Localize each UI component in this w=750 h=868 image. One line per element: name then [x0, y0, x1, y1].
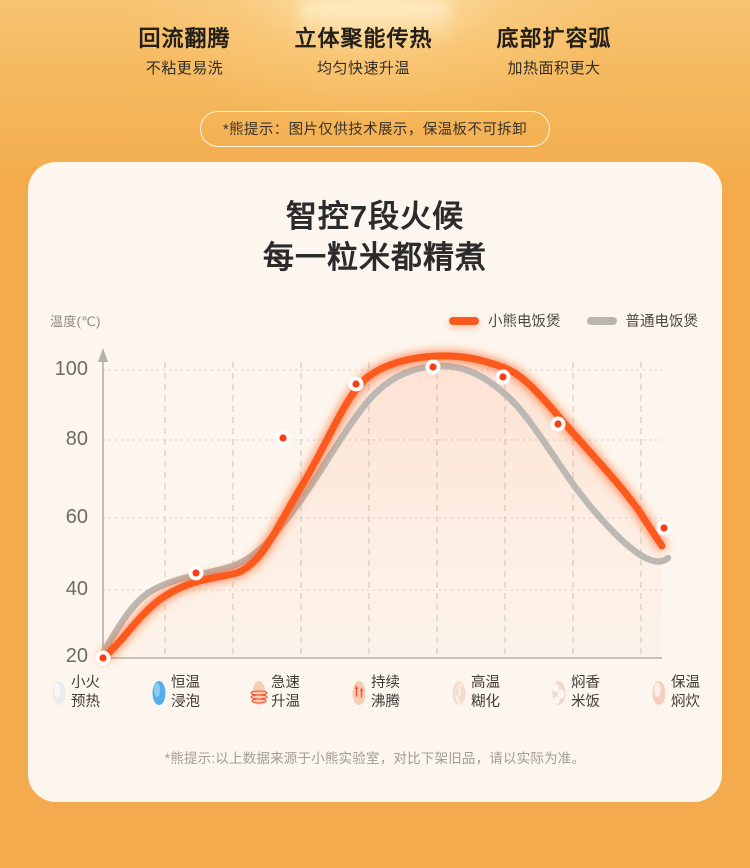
y-tick-80: 80 [65, 428, 88, 450]
stage-label-line1: 高温 [471, 675, 500, 691]
hero-banner: 回流翻腾 不粘更易洗 立体聚能传热 均匀快速升温 底部扩容弧 加热面积更大 *熊… [0, 0, 750, 170]
y-tick-20: 20 [65, 645, 88, 667]
temperature-chart: 温度(℃) 小熊电饭煲 普通电饭煲 100 80 60 40 20 [28, 162, 722, 802]
stage-item-4: 高温 糊化 [450, 674, 500, 712]
legend-label: 普通电饭煲 [625, 314, 699, 330]
data-point-marker [499, 373, 507, 381]
card-title-line1: 智控7段火候 [285, 199, 465, 234]
data-point-marker [660, 524, 668, 532]
stage-item-3: 持续 沸腾 [350, 674, 400, 712]
stage-label-line2: 浸泡 [171, 694, 200, 710]
feature-title: 回流翻腾 [138, 26, 231, 51]
y-axis-arrow-icon [98, 348, 108, 362]
stage-label-line2: 米饭 [571, 694, 600, 710]
rice-grain-steam-icon [552, 681, 566, 705]
data-point-marker [99, 654, 107, 662]
feature-subtitle: 均匀快速升温 [316, 60, 410, 77]
stage-label-line1: 急速 [271, 675, 300, 691]
legend-item-bear: 小熊电饭煲 [449, 310, 561, 331]
feature-title: 底部扩容弧 [496, 26, 612, 51]
chart-legend: 小熊电饭煲 普通电饭煲 [449, 310, 698, 331]
y-axis-title: 温度(℃) [50, 314, 101, 329]
data-point-marker [554, 420, 562, 428]
stage-item-5: 焖香 米饭 [550, 674, 600, 712]
rice-grain-swirl-icon [452, 681, 466, 705]
feature-subtitle: 不粘更易洗 [145, 60, 224, 77]
stage-item-1: 恒温 浸泡 [150, 674, 200, 712]
stage-label-row: 小火 预热 恒温 浸泡 [42, 674, 708, 712]
stage-label-line2: 预热 [71, 694, 100, 710]
y-tick-60: 60 [65, 506, 88, 528]
chart-plot-area [95, 348, 672, 666]
feature-item-2: 底部扩容弧 加热面积更大 [497, 24, 612, 82]
stage-label-line1: 小火 [71, 675, 100, 691]
data-point-marker [352, 380, 360, 388]
chart-card: 智控7段火候 每一粒米都精煮 温度(℃) 小熊电饭煲 普通电饭煲 100 80 … [28, 162, 722, 802]
feature-item-0: 回流翻腾 不粘更易洗 [138, 24, 230, 82]
stage-label-line1: 恒温 [171, 675, 200, 691]
series-bear-line [99, 352, 666, 662]
legend-label: 小熊电饭煲 [488, 314, 561, 330]
chart-footnote: *熊提示:以上数据来源于小熊实验室，对比下架旧品，请以实际为准。 [164, 751, 586, 766]
data-point-marker [192, 569, 200, 577]
stage-label-line2: 升温 [271, 694, 300, 710]
stage-label-line1: 焖香 [571, 675, 600, 691]
card-title-line2: 每一粒米都精煮 [263, 240, 487, 275]
legend-swatch-icon [586, 316, 617, 325]
series-bear-markers [95, 359, 672, 666]
rice-grain-ripple-icon [250, 681, 268, 705]
feature-item-1: 立体聚能传热 均匀快速升温 [294, 24, 432, 82]
rice-grain-white-icon [52, 681, 66, 705]
chart-area-fill [103, 356, 662, 658]
stage-label-line2: 沸腾 [371, 694, 400, 710]
stage-label-line1: 保温 [671, 675, 700, 691]
y-tick-40: 40 [65, 578, 88, 600]
legend-swatch-icon [449, 316, 479, 325]
stage-label-line2: 糊化 [471, 694, 500, 710]
y-tick-100: 100 [54, 358, 88, 380]
data-point-marker [279, 434, 287, 442]
stage-label-line2: 焖炊 [671, 694, 700, 710]
stage-label-line1: 持续 [371, 675, 400, 691]
stage-item-6: 保温 焖炊 [650, 674, 700, 712]
feature-row: 回流翻腾 不粘更易洗 立体聚能传热 均匀快速升温 底部扩容弧 加热面积更大 [0, 24, 750, 82]
data-point-marker [429, 363, 437, 371]
card-title: 智控7段火候 每一粒米都精煮 [28, 162, 722, 278]
stage-item-2: 急速 升温 [250, 674, 300, 712]
rice-grain-warm-icon [652, 681, 666, 705]
disclaimer-pill: *熊提示：图片仅供技术展示，保温板不可拆卸 [199, 111, 551, 147]
stage-item-0: 小火 预热 [50, 674, 100, 712]
rice-grain-blue-icon [152, 681, 166, 705]
rice-grain-arrows-icon [352, 681, 366, 705]
feature-title: 立体聚能传热 [294, 26, 433, 51]
legend-item-ordinary: 普通电饭煲 [586, 310, 699, 331]
feature-subtitle: 加热面积更大 [507, 60, 601, 77]
